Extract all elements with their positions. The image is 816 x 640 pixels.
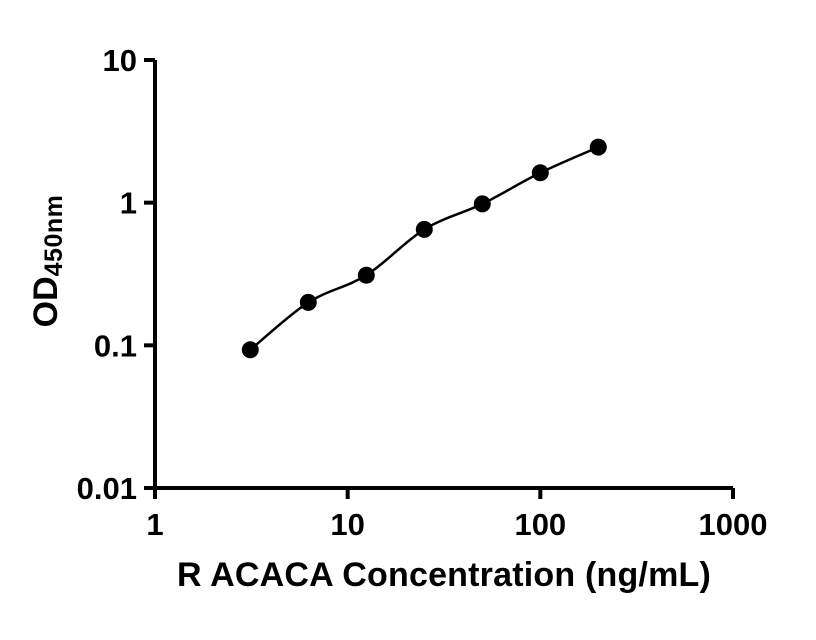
data-point [241,341,259,359]
y-axis-tick-label: 10 [103,43,137,78]
x-axis-tick-label: 100 [514,507,566,542]
y-axis-tick-label: 0.1 [94,328,137,363]
x-axis-tick-label: 10 [330,507,364,542]
data-point [299,293,317,311]
y-axis-label: OD450nm [25,61,68,461]
x-axis-tick-label: 1 [146,507,163,542]
data-point [357,266,375,284]
data-point [415,220,433,238]
y-axis-tick-label: 1 [120,186,137,221]
x-axis-label: R ACACA Concentration (ng/mL) [176,556,711,594]
y-axis-tick-label: 0.01 [77,471,137,506]
data-point [589,138,607,156]
y-axis-label-main: OD [27,276,65,328]
x-axis-tick-label: 1000 [699,507,768,542]
axes-spines [153,60,733,490]
y-axis-label-subscript: 450nm [40,194,68,277]
data-point [473,195,491,213]
data-point [531,164,549,182]
